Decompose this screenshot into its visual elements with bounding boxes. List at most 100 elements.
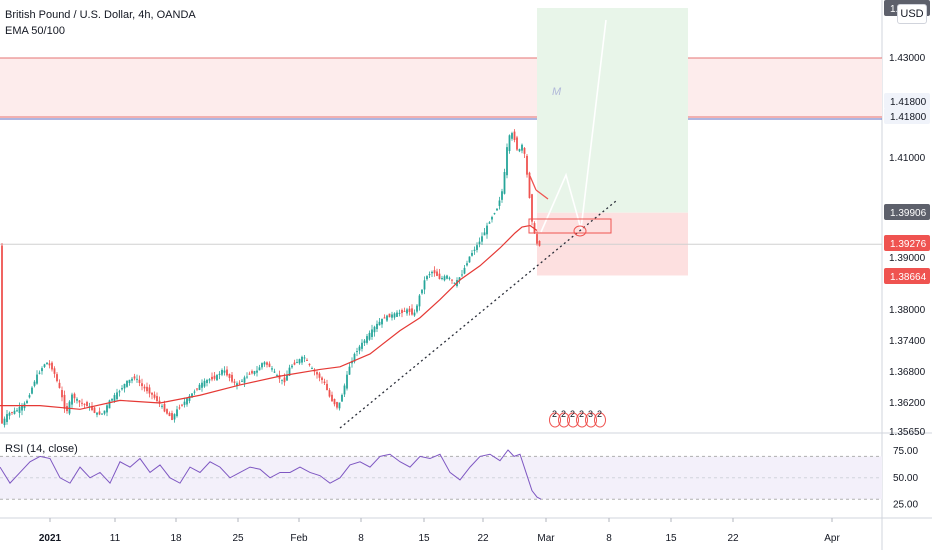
candle-body	[138, 379, 141, 383]
candle-body	[173, 414, 176, 420]
candle-body	[273, 371, 276, 373]
candle-body	[511, 133, 513, 139]
candle-body	[6, 414, 8, 422]
drop-arrow	[529, 175, 537, 191]
candle-body	[141, 383, 143, 387]
candle-body	[418, 295, 421, 307]
time-axis-tick: 18	[170, 533, 182, 544]
candle-body	[128, 379, 131, 383]
candle-body	[158, 400, 161, 404]
candle-body	[258, 367, 261, 371]
rsi-legend[interactable]: RSI (14, close)	[5, 443, 78, 455]
candle-body	[238, 382, 241, 384]
price-axis-label: 1.38664	[890, 272, 927, 283]
candle-body	[13, 410, 16, 414]
candle-body	[461, 274, 463, 276]
candle-body	[371, 329, 373, 337]
candle-body	[288, 367, 291, 376]
candle-body	[56, 374, 58, 382]
candle-body	[348, 366, 351, 375]
candle-body	[156, 396, 158, 402]
candle-body	[163, 403, 166, 412]
candle-body	[121, 388, 123, 390]
time-axis-tick: 15	[418, 533, 430, 544]
candle-body	[481, 236, 483, 242]
candle-body	[233, 381, 236, 383]
candle-body	[391, 314, 393, 318]
candle-body	[301, 356, 303, 363]
candle-body	[188, 395, 191, 401]
candle-body	[118, 391, 121, 393]
candle-body	[431, 271, 433, 274]
candle-body	[181, 404, 183, 406]
wave-marker-ring	[576, 412, 588, 428]
candle-body	[266, 362, 268, 365]
candle-body	[18, 407, 21, 413]
candle-body	[388, 313, 391, 318]
candle-body	[363, 340, 366, 344]
candle-body	[286, 374, 288, 381]
candle-body	[36, 374, 38, 384]
candle-body	[471, 252, 473, 256]
candle-body	[426, 276, 428, 280]
entry-circle	[573, 225, 587, 237]
wave-count-label: 2	[570, 409, 575, 419]
candle-body	[166, 409, 168, 414]
candle-body	[63, 394, 66, 409]
candle-body	[151, 392, 153, 395]
candle-body	[241, 380, 243, 382]
candle-body	[453, 282, 456, 284]
wave-marker-ring	[558, 412, 570, 428]
candle-body	[493, 213, 496, 215]
candle-body	[81, 402, 83, 404]
candle-body	[483, 232, 486, 236]
candle-body	[438, 273, 441, 279]
price-axis-label: 1.39906	[890, 208, 927, 219]
pattern-label: M	[552, 86, 562, 98]
candle-body	[251, 371, 253, 374]
price-axis-tick: 1.39000	[889, 253, 926, 264]
candle-body	[133, 376, 136, 379]
ema-line	[0, 224, 538, 410]
candle-body	[293, 362, 296, 365]
candle-body	[136, 378, 138, 380]
wave-count-label: 2	[561, 409, 566, 419]
candle-body	[111, 398, 113, 401]
time-axis-tick: Mar	[537, 533, 555, 544]
candle-body	[506, 147, 508, 176]
candle-body	[38, 372, 41, 374]
resistance-zone	[0, 58, 882, 118]
price-axis-tick: 1.41000	[889, 153, 926, 164]
currency-badge[interactable]: USD	[897, 4, 927, 24]
candle-body	[463, 267, 466, 274]
candle-body	[171, 413, 173, 420]
candle-body	[403, 310, 406, 312]
candle-body	[401, 309, 403, 314]
candle-body	[236, 383, 238, 386]
candle-body	[513, 131, 516, 140]
candle-body	[148, 387, 151, 394]
wave-marker-ring	[549, 412, 561, 428]
candle-body	[488, 222, 491, 224]
candle-body	[383, 317, 386, 319]
candle-body	[213, 375, 216, 379]
candle-body	[341, 394, 343, 402]
candle-body	[98, 411, 101, 415]
candle-body	[501, 191, 503, 200]
candle-body	[323, 381, 326, 384]
candle-body	[153, 394, 156, 398]
candle-body	[516, 137, 518, 150]
wave-count-label: 3	[588, 409, 593, 419]
candle-body	[496, 208, 498, 211]
candle-body	[28, 395, 31, 398]
time-axis-tick: 11	[110, 533, 121, 544]
candle-body	[316, 372, 318, 375]
rsi-axis-tick: 50.00	[893, 473, 918, 484]
candle-body	[321, 377, 323, 381]
profit-zone	[537, 8, 688, 213]
ema-legend[interactable]: EMA 50/100	[5, 25, 65, 37]
candle-body	[206, 380, 208, 383]
candle-body	[186, 398, 188, 405]
candle-body	[48, 363, 51, 366]
